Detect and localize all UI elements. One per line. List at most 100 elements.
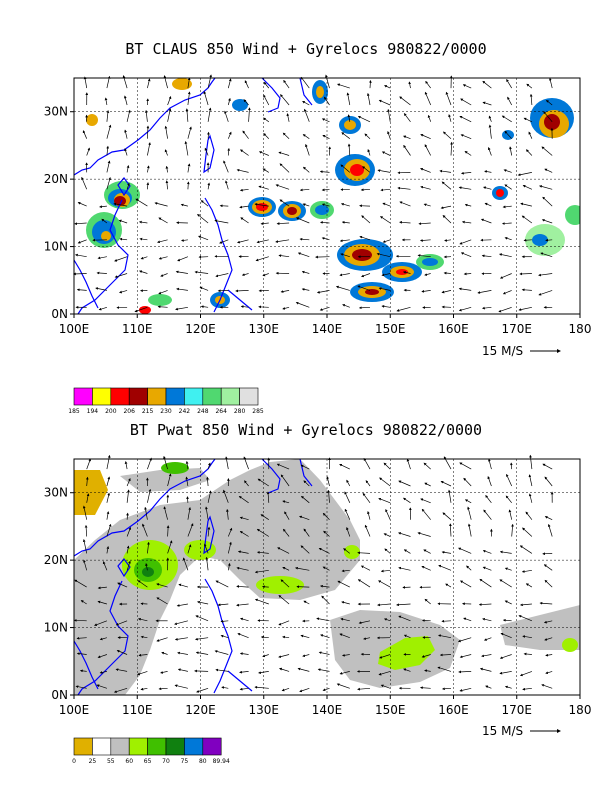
wind-vector: [237, 239, 249, 244]
wind-vector: [320, 584, 330, 588]
wind-vector: [300, 76, 310, 89]
wind-vector: [195, 615, 209, 622]
wind-vector: [539, 601, 553, 605]
wind-vector: [358, 306, 371, 310]
wind-vector: [464, 499, 472, 504]
wind-vector: [256, 239, 269, 244]
wind-vector: [144, 109, 148, 122]
wind-vector: [260, 514, 269, 520]
top-scale-vector: 15 M/S: [482, 344, 561, 358]
wind-vector: [316, 617, 330, 622]
wind-vector: [443, 271, 452, 275]
wind-vector: [438, 564, 452, 571]
wind-vector: [165, 180, 169, 190]
wind-vector: [357, 285, 371, 291]
wind-vector: [380, 216, 391, 224]
wind-vector: [220, 634, 229, 639]
wind-vector: [460, 134, 472, 140]
wind-vector: [227, 97, 231, 106]
wind-vector: [342, 653, 350, 657]
wind-vector: [302, 203, 310, 207]
colorbar-label: 185: [68, 408, 80, 415]
wind-vector: [519, 272, 532, 276]
colorbar-label: 65: [144, 758, 152, 765]
wind-vector: [339, 633, 350, 639]
wind-vector: [114, 256, 128, 262]
wind-vector: [139, 270, 148, 274]
wind-vector: [236, 168, 249, 173]
wind-vector: [106, 75, 111, 89]
wind-vector: [194, 270, 209, 274]
wind-vector: [357, 116, 371, 123]
wind-vector: [106, 160, 111, 173]
wind-vector: [399, 201, 411, 207]
wind-vector: [256, 528, 269, 537]
wind-vector: [126, 545, 130, 554]
wind-vector: [76, 652, 87, 656]
wind-vector: [320, 634, 330, 639]
wind-vector: [441, 619, 452, 623]
wind-vector: [397, 186, 411, 190]
wind-vector: [378, 580, 391, 588]
wind-vector: [522, 527, 533, 537]
wind-vector: [240, 149, 249, 156]
wind-vector: [147, 142, 151, 156]
wind-vector: [443, 456, 452, 470]
wind-vector: [459, 239, 472, 245]
wind-vector: [444, 239, 452, 242]
wind-vector: [235, 289, 249, 293]
wind-vector: [86, 493, 90, 503]
wind-vector: [184, 141, 189, 156]
wind-vector: [119, 237, 128, 241]
wind-vector: [421, 654, 431, 658]
wind-vector: [403, 113, 411, 123]
wind-vector: [427, 114, 432, 122]
wind-vector: [545, 99, 553, 106]
wind-vector: [318, 651, 330, 655]
wind-vector: [377, 169, 391, 173]
wind-vector: [227, 527, 233, 537]
wind-vector: [115, 668, 128, 672]
wind-vector: [146, 182, 150, 190]
wind-vector: [227, 78, 232, 89]
wind-vector: [74, 579, 87, 588]
wind-vector: [488, 124, 492, 139]
wind-vector: [278, 654, 290, 658]
wind-vector: [518, 615, 533, 622]
wind-vector: [126, 560, 131, 571]
wind-vector: [504, 685, 512, 689]
wind-vector: [135, 198, 148, 207]
wind-vector: [483, 186, 492, 190]
wind-vector: [360, 188, 371, 192]
wind-vector: [340, 164, 351, 173]
wind-vector: [540, 252, 553, 258]
wind-vector: [541, 219, 553, 224]
wind-vector: [441, 550, 452, 554]
y-tick-label: 0N: [51, 688, 68, 702]
wind-vector: [174, 620, 188, 626]
wind-vector: [113, 202, 128, 207]
wind-vector: [175, 270, 188, 274]
wind-vector: [482, 306, 492, 310]
wind-vector: [119, 290, 128, 294]
wind-vector: [403, 634, 411, 639]
wind-vector: [163, 506, 168, 520]
wind-vector: [126, 109, 131, 122]
wind-vector: [73, 272, 87, 276]
wind-vector: [461, 220, 472, 224]
wind-vector: [504, 130, 512, 139]
wind-vector: [425, 80, 431, 89]
wind-vector: [462, 84, 472, 89]
cloud-cluster-south-china: [86, 181, 140, 248]
wind-vector: [460, 98, 472, 106]
wind-vector: [363, 637, 371, 640]
wind-vector: [501, 115, 512, 123]
wind-vector: [146, 165, 150, 173]
wind-vector: [207, 526, 211, 537]
wind-vector: [544, 476, 553, 487]
wind-vector: [367, 511, 371, 520]
colorbar-swatch: [73, 387, 93, 406]
wind-vector: [194, 669, 209, 673]
wind-vector: [74, 222, 87, 226]
x-tick-label: 120E: [185, 322, 216, 336]
